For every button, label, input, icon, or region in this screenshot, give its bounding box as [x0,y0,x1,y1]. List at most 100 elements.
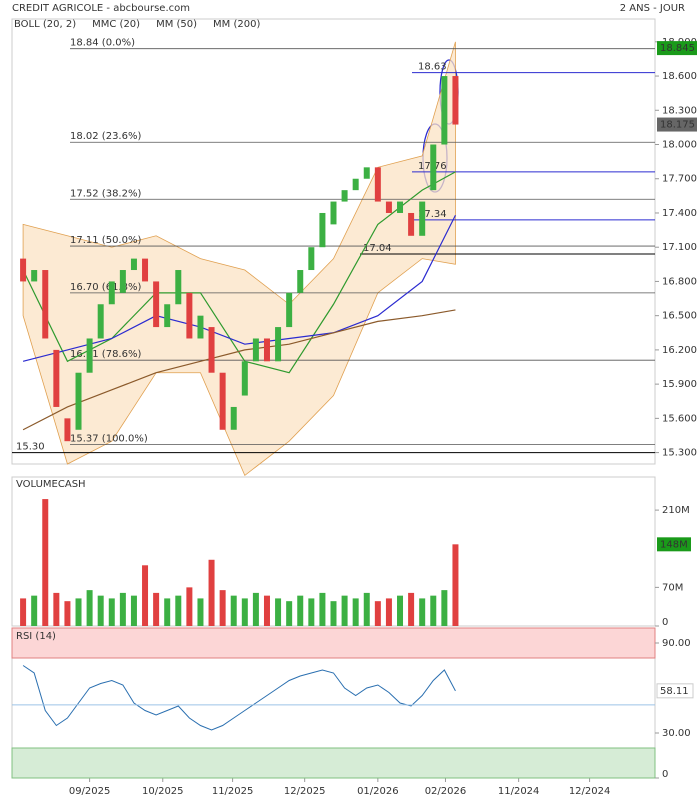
candle [408,212,415,236]
candle [341,190,348,202]
candle [175,270,182,305]
candle [31,270,38,282]
volume-bar [374,601,381,626]
candle [252,338,259,362]
volume-bar [75,598,82,626]
moving-average [22,214,456,362]
candle [397,201,404,213]
volume-bar [385,598,392,626]
volume-title: VOLUMECASH [16,479,86,490]
candle [385,201,392,213]
y-tick-label: 18.000 [662,140,697,151]
x-tick-label: 12/2024 [569,786,611,797]
volume-bar [419,598,426,626]
candle [286,292,293,328]
candle [363,167,370,179]
rsi-line [22,665,456,731]
y-tick-label: 18.300 [662,105,697,116]
candle [97,304,104,339]
volume-bar [275,598,282,626]
x-tick-label: 01/2026 [357,786,399,797]
volume-bar [64,601,71,626]
volume-bar [86,590,93,626]
x-tick-label: 09/2025 [69,786,111,797]
volume-badge-label: 148M [660,539,688,550]
candle [241,361,248,396]
candle [108,281,115,305]
volume-bar [408,592,415,626]
blue-level-label: 18.63 [418,62,447,73]
volume-bar [341,595,348,626]
fib-label: 18.84 (0.0%) [70,38,135,49]
support-label: 15.30 [16,442,45,453]
volume-bar [397,595,404,626]
candle [75,372,82,430]
y-tick-label: 30.00 [662,728,691,739]
fib-label: 18.02 (23.6%) [70,131,141,142]
candle [42,270,49,339]
x-tick-label: 10/2025 [142,786,184,797]
candle [452,76,459,125]
rsi-badge [656,683,694,699]
volume-bar [153,592,160,626]
y-tick-label: 70M [662,582,683,593]
legend-entry: MM (200) [213,19,260,30]
chart-subtitle: 2 ANS - JOUR [620,3,685,14]
x-tick-label: 11/2024 [498,786,540,797]
candle [319,212,326,248]
volume-bar [142,565,149,626]
oversold-zone [11,747,656,779]
candle [230,406,237,430]
volume-bar [297,595,304,626]
y-tick-label: 90.00 [662,638,691,649]
price-badge-label: 18.175 [660,120,695,131]
volume-bar [108,598,115,626]
volume-badge [657,537,691,552]
candle [130,258,137,271]
candle [430,144,437,191]
legend-entry: MM (50) [156,19,197,30]
volume-bar [319,592,326,626]
y-tick-label: 15.900 [662,379,697,390]
volume-bar [119,592,126,626]
overbought-zone [11,627,656,659]
moving-average [22,309,456,431]
fib-label: 17.52 (38.2%) [70,188,141,199]
volume-bar [53,592,60,626]
candle [352,178,359,191]
candle [186,292,193,339]
price-badge [657,117,697,132]
fib-label: 16.11 (78.6%) [70,349,141,360]
y-tick-label: 16.200 [662,345,697,356]
volume-bar [230,595,237,626]
x-tick-label: 02/2026 [425,786,467,797]
candle [20,258,27,282]
volume-bar [130,595,137,626]
volume-bar [219,590,226,626]
candle [419,201,426,236]
volume-bar [31,595,38,626]
y-tick-label: 16.500 [662,311,697,322]
rsi-title: RSI (14) [16,631,56,642]
candle [64,418,71,442]
volume-bar [441,590,448,626]
volume-bar [175,595,182,626]
candle [53,349,60,407]
x-tick-label: 11/2025 [212,786,254,797]
candle [275,327,282,362]
candle [86,338,93,373]
legend-entry: BOLL (20, 2) [14,19,76,30]
y-tick-label: 17.700 [662,174,697,185]
candle [330,201,337,225]
volume-bar [352,598,359,626]
y-tick-label: 15.300 [662,448,697,459]
y-tick-label: 15.600 [662,413,697,424]
volume-bar [42,499,49,626]
volume-bar [308,598,315,626]
volume-bar [241,598,248,626]
volume-bar [97,595,104,626]
y-tick-label: 17.400 [662,208,697,219]
candle [197,315,204,339]
volume-bar [164,598,171,626]
